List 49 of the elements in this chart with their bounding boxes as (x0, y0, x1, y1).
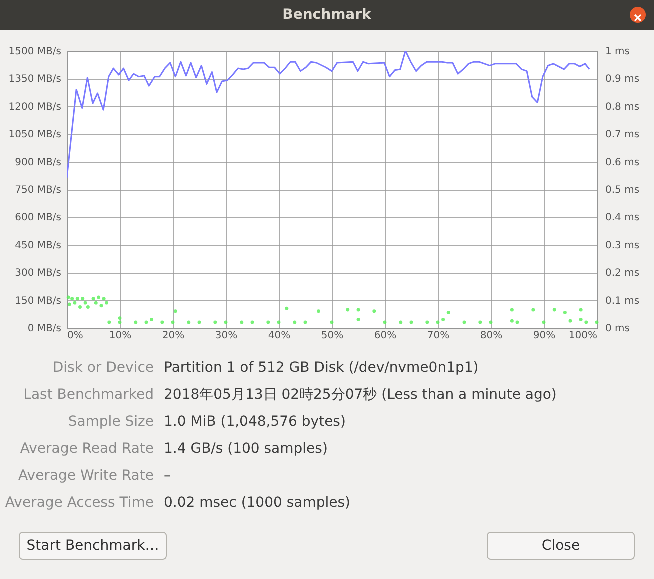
y-tick-label: 600 MB/s (15, 212, 62, 224)
text: Close (487, 532, 635, 560)
text: 1.0 MiB (1,048,576 bytes) (164, 414, 346, 430)
x-tick-label: 20% (162, 330, 185, 342)
y2-tick-label: 0 ms (606, 324, 630, 334)
y2-tick-label: 0.3 ms (606, 240, 640, 252)
y-tick-label: 0 MB/s (28, 324, 62, 334)
x-tick-label: 90% (533, 330, 556, 342)
y2-tick-label: 0.7 ms (606, 130, 640, 141)
y2-tick-label: 0.9 ms (606, 74, 640, 86)
x-tick-label: 50% (321, 330, 344, 342)
y-tick-label: 750 MB/s (15, 185, 62, 196)
y2-tick-label: 0.5 ms (606, 185, 640, 196)
y2-tick-label: 0.6 ms (606, 157, 640, 168)
x-tick-label: 10% (109, 330, 132, 342)
text: Disk or Device (52, 360, 155, 376)
y2-tick-label: 0.1 ms (606, 296, 640, 307)
x-tick-label: 70% (427, 330, 450, 342)
y-tick-label: 1500 MB/s (8, 46, 62, 58)
y2-tick-label: 0.8 ms (606, 102, 640, 113)
x-tick-label: 0% (68, 330, 84, 342)
text: Last Benchmarked (22, 386, 155, 402)
text: Partition 1 of 512 GB Disk (/dev/nvme0n1p1) (164, 360, 479, 376)
y-tick-label: 1200 MB/s (8, 102, 62, 113)
x-tick-label: 40% (268, 330, 291, 342)
line-series (67, 51, 590, 180)
y-tick-label: 900 MB/s (15, 157, 62, 168)
text: Average Access Time (4, 494, 155, 510)
y2-tick-label: 0.4 ms (606, 212, 640, 224)
text: Average Write Rate (18, 468, 155, 484)
text: Average Read Rate (19, 440, 155, 456)
text: 0.02 msec (1000 samples) (164, 494, 351, 510)
y-tick-label: 1050 MB/s (8, 130, 62, 141)
text: Sample Size (67, 414, 155, 430)
x-tick-label: 60% (374, 330, 397, 342)
y2-tick-label: 0.2 ms (606, 268, 640, 280)
x-tick-label: 30% (215, 330, 238, 342)
chart-title: Benchmark (282, 7, 372, 23)
text: – (164, 468, 171, 484)
x-tick-label: 100% (568, 330, 598, 342)
y2-tick-label: 1 ms (606, 46, 630, 58)
text: 2018年05月13日 02時25分07秒 (Less than a minute ago) (164, 386, 557, 404)
text: Start Benchmark… (19, 532, 167, 560)
y-tick-label: 1350 MB/s (8, 74, 62, 86)
text: 1.4 GB/s (100 samples) (164, 440, 328, 456)
y-tick-label: 150 MB/s (15, 296, 62, 307)
y-tick-label: 450 MB/s (15, 240, 62, 252)
x-tick-label: 80% (480, 330, 503, 342)
y-tick-label: 300 MB/s (15, 268, 62, 280)
